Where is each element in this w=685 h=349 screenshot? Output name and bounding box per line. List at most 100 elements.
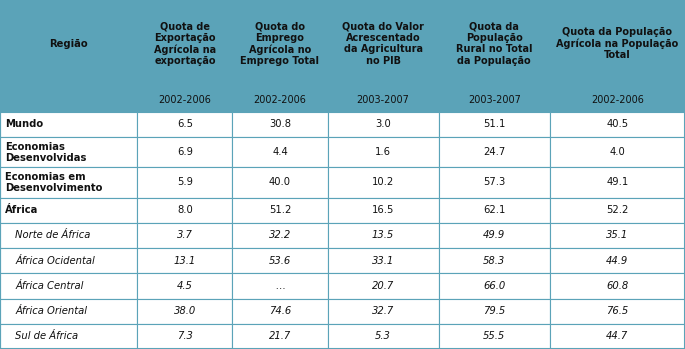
Bar [550, 324, 685, 349]
Bar [0, 324, 138, 349]
Text: 8.0: 8.0 [177, 205, 193, 215]
Text: 66.0: 66.0 [483, 281, 506, 291]
Bar [232, 137, 327, 167]
Bar [232, 0, 327, 88]
Bar [232, 223, 327, 248]
Text: Quota da
População
Rural no Total
da População: Quota da População Rural no Total da Pop… [456, 22, 532, 66]
Bar [550, 88, 685, 112]
Text: …: … [275, 281, 285, 291]
Text: 35.1: 35.1 [606, 230, 629, 240]
Text: Quota da População
Agrícola na População
Total: Quota da População Agrícola na População… [556, 27, 679, 60]
Text: África Central: África Central [15, 281, 84, 291]
Text: 30.8: 30.8 [269, 119, 291, 129]
Text: 51.1: 51.1 [483, 119, 506, 129]
Text: Mundo: Mundo [5, 119, 43, 129]
Text: 60.8: 60.8 [606, 281, 629, 291]
Bar [550, 0, 685, 88]
Bar [438, 88, 550, 112]
Text: 2003-2007: 2003-2007 [357, 95, 410, 105]
Text: 62.1: 62.1 [483, 205, 506, 215]
Text: Região: Região [49, 39, 88, 49]
Text: 74.6: 74.6 [269, 306, 291, 316]
Text: 32.7: 32.7 [372, 306, 394, 316]
Text: 13.1: 13.1 [174, 256, 196, 266]
Text: Norte de África: Norte de África [15, 230, 90, 240]
Bar [327, 324, 438, 349]
Bar [0, 0, 138, 88]
Bar [138, 324, 232, 349]
Bar [0, 167, 138, 198]
Text: 6.9: 6.9 [177, 147, 193, 157]
Bar [138, 112, 232, 137]
Bar [138, 223, 232, 248]
Bar [550, 248, 685, 273]
Text: 24.7: 24.7 [483, 147, 506, 157]
Bar [438, 273, 550, 298]
Bar [0, 112, 138, 137]
Bar [438, 167, 550, 198]
Text: 2002-2006: 2002-2006 [158, 95, 212, 105]
Text: 76.5: 76.5 [606, 306, 629, 316]
Text: 51.2: 51.2 [269, 205, 291, 215]
Bar [0, 198, 138, 223]
Text: 52.2: 52.2 [606, 205, 629, 215]
Bar [138, 273, 232, 298]
Bar [138, 167, 232, 198]
Bar [232, 298, 327, 324]
Text: 58.3: 58.3 [483, 256, 506, 266]
Bar [232, 324, 327, 349]
Text: 40.5: 40.5 [606, 119, 628, 129]
Bar [438, 137, 550, 167]
Bar [438, 298, 550, 324]
Bar [138, 298, 232, 324]
Bar [0, 248, 138, 273]
Text: Economias
Desenvolvidas: Economias Desenvolvidas [5, 142, 86, 163]
Text: 5.9: 5.9 [177, 177, 193, 187]
Text: 40.0: 40.0 [269, 177, 291, 187]
Text: 32.2: 32.2 [269, 230, 291, 240]
Text: 2002-2006: 2002-2006 [253, 95, 306, 105]
Bar [0, 88, 138, 112]
Text: 33.1: 33.1 [372, 256, 394, 266]
Text: África Ocidental: África Ocidental [15, 256, 95, 266]
Text: 53.6: 53.6 [269, 256, 291, 266]
Bar [327, 88, 438, 112]
Bar [327, 273, 438, 298]
Text: 20.7: 20.7 [372, 281, 394, 291]
Bar [438, 248, 550, 273]
Bar [0, 298, 138, 324]
Bar [438, 198, 550, 223]
Text: Quota de
Exportação
Agrícola na
exportação: Quota de Exportação Agrícola na exportaç… [154, 22, 216, 66]
Bar [438, 223, 550, 248]
Text: Quota do Valor
Acrescentado
da Agricultura
no PIB: Quota do Valor Acrescentado da Agricultu… [342, 22, 424, 66]
Bar [438, 112, 550, 137]
Text: 13.5: 13.5 [372, 230, 394, 240]
Bar [550, 298, 685, 324]
Bar [327, 167, 438, 198]
Text: 2003-2007: 2003-2007 [468, 95, 521, 105]
Bar [550, 112, 685, 137]
Text: Sul de África: Sul de África [15, 332, 78, 341]
Text: 7.3: 7.3 [177, 332, 193, 341]
Text: 5.3: 5.3 [375, 332, 391, 341]
Text: 57.3: 57.3 [483, 177, 506, 187]
Bar [550, 137, 685, 167]
Text: 10.2: 10.2 [372, 177, 394, 187]
Bar [232, 167, 327, 198]
Bar [327, 223, 438, 248]
Bar [438, 324, 550, 349]
Text: 44.7: 44.7 [606, 332, 629, 341]
Bar [138, 137, 232, 167]
Text: 55.5: 55.5 [483, 332, 506, 341]
Text: 16.5: 16.5 [372, 205, 395, 215]
Bar [0, 137, 138, 167]
Text: 79.5: 79.5 [483, 306, 506, 316]
Text: Quota do
Emprego
Agrícola no
Emprego Total: Quota do Emprego Agrícola no Emprego Tot… [240, 22, 319, 66]
Text: África Oriental: África Oriental [15, 306, 87, 316]
Bar [138, 88, 232, 112]
Bar [327, 198, 438, 223]
Bar [550, 223, 685, 248]
Bar [0, 273, 138, 298]
Text: 49.1: 49.1 [606, 177, 629, 187]
Bar [327, 248, 438, 273]
